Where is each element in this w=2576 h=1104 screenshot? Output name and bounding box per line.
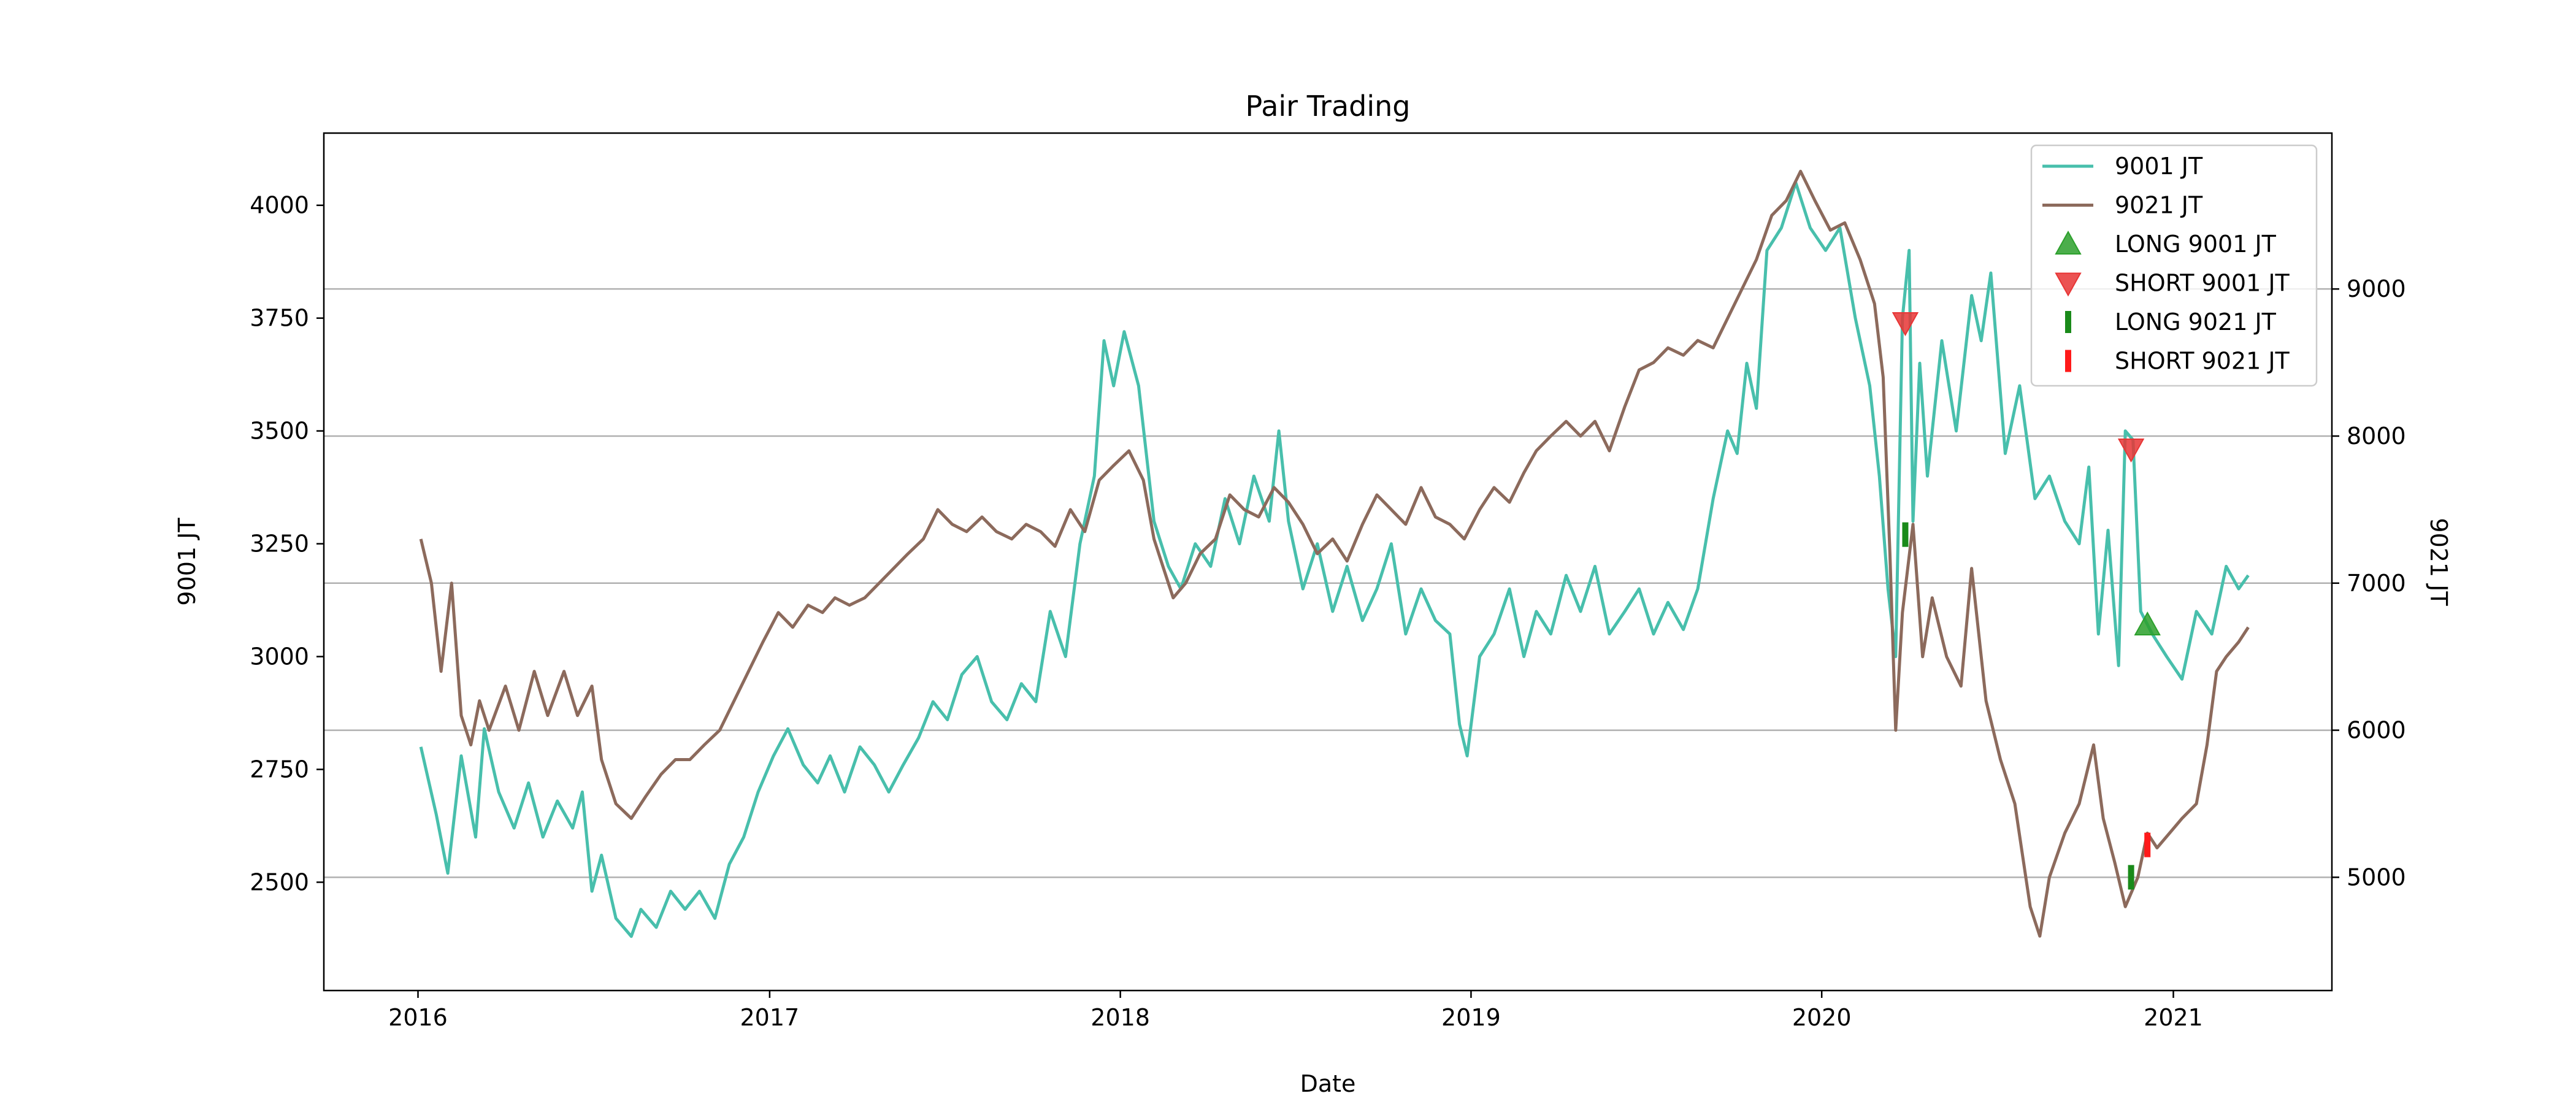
- x-axis-title: Date: [1300, 1070, 1356, 1097]
- legend-label-short-9021-jt: SHORT 9021 JT: [2115, 348, 2290, 375]
- y-right-tick-label: 7000: [2347, 570, 2406, 597]
- x-tick-label: 2019: [1441, 1004, 1501, 1031]
- legend: 9001 JT 9021 JT LONG 9001 JT SHORT 9001 JT L…: [2030, 144, 2318, 387]
- legend-label-long-9021-jt: LONG 9021 JT: [2115, 309, 2277, 335]
- y-left-tick-label: 3250: [250, 531, 309, 558]
- chart-title: Pair Trading: [1246, 90, 1411, 123]
- series-line-9021-jt: [419, 169, 2250, 938]
- y-left-tick-label: 3000: [250, 643, 309, 670]
- legend-label-long-9001-jt: LONG 9001 JT: [2115, 231, 2277, 258]
- y-right-tick-label: 6000: [2347, 717, 2406, 744]
- y-left-tick-label: 2750: [250, 756, 309, 783]
- marker-short-9001-jt: [1892, 312, 1919, 337]
- marker-short-9001-jt: [2117, 439, 2145, 463]
- marker-long-9021-jt: [2128, 865, 2134, 890]
- legend-swatch-long-9001-jt: [2055, 230, 2082, 255]
- y-axis-left-title: 9001 JT: [174, 518, 201, 606]
- y-axis-right: 5000 6000 7000 8000 9000: [2332, 275, 2406, 891]
- legend-swatch-short-9001-jt: [2055, 272, 2082, 297]
- x-tick-label: 2016: [388, 1004, 448, 1031]
- x-axis: 2016 2017 2018 2019 2020 2021: [388, 991, 2203, 1031]
- y-axis-left: 2500 2750 3000 3250 3500 3750 4000: [250, 192, 324, 895]
- marker-long-9001-jt: [2134, 611, 2161, 636]
- legend-box: [2030, 144, 2318, 387]
- y-left-tick-label: 3750: [250, 305, 309, 332]
- marker-short-9021-jt: [2144, 832, 2151, 857]
- y-axis-right-title: 9021 JT: [2425, 518, 2452, 606]
- x-tick-label: 2018: [1091, 1004, 1150, 1031]
- plot-frame: [323, 132, 2333, 992]
- x-tick-label: 2021: [2144, 1004, 2203, 1031]
- trade-markers: [1892, 312, 2161, 890]
- legend-swatch-short-9021-jt: [2065, 350, 2071, 372]
- legend-label-9001-jt: 9001 JT: [2115, 153, 2203, 180]
- x-tick-label: 2017: [740, 1004, 800, 1031]
- grid-lines: [324, 288, 2332, 878]
- y-right-tick-label: 8000: [2347, 423, 2406, 450]
- y-left-tick-label: 3500: [250, 418, 309, 445]
- y-right-tick-label: 9000: [2347, 275, 2406, 302]
- y-left-tick-label: 2500: [250, 868, 309, 895]
- series-line-9001-jt: [419, 181, 2250, 938]
- y-left-tick-label: 4000: [250, 192, 309, 219]
- legend-label-9021-jt: 9021 JT: [2115, 192, 2203, 219]
- x-tick-label: 2020: [1792, 1004, 1852, 1031]
- y-right-tick-label: 5000: [2347, 864, 2406, 891]
- legend-label-short-9001-jt: SHORT 9001 JT: [2115, 270, 2290, 297]
- legend-swatch-long-9021-jt: [2065, 311, 2071, 333]
- series-lines: [419, 169, 2250, 938]
- marker-long-9021-jt: [1902, 522, 1909, 547]
